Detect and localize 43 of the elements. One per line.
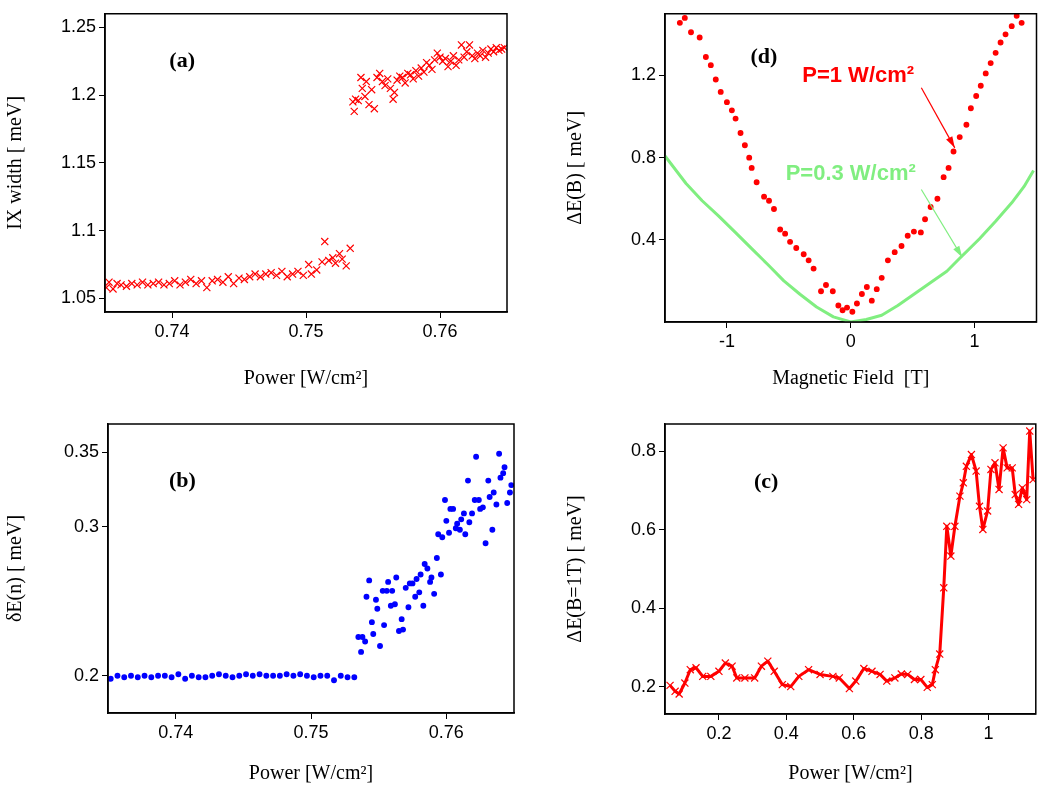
x-axis-title: Power [W/cm²] — [248, 761, 374, 784]
x-tick-label: 0.76 — [428, 721, 464, 742]
x-tick-label: 0 — [845, 330, 856, 351]
y-tick-label: 1.15 — [60, 151, 96, 172]
text: P=0.3 W/cm² — [785, 160, 916, 186]
x-tick-label: 0.2 — [706, 722, 732, 743]
y-tick-label: 0.3 — [73, 515, 99, 536]
x-tick-label: 0.75 — [293, 721, 329, 742]
y-tick-label: 0.4 — [630, 597, 656, 618]
y-axis-title: δE(n) [ meV] — [3, 514, 27, 623]
x-tick-label: 0.74 — [154, 320, 190, 341]
y-tick-label: 1.1 — [70, 219, 96, 240]
y-tick-label: 1.2 — [630, 64, 656, 85]
y-tick-label: 0.8 — [630, 440, 656, 461]
x-tick-label: 0.8 — [908, 722, 934, 743]
y-tick-label: 1.05 — [60, 287, 96, 308]
annotation: (a) — [169, 47, 195, 73]
x-tick-label: 0.74 — [158, 721, 194, 742]
x-tick-label: 0.76 — [422, 320, 458, 341]
x-tick-label: 0.4 — [773, 722, 799, 743]
y-tick-label: 0.6 — [630, 518, 656, 539]
x-axis-title: Power [W/cm²] — [243, 366, 369, 389]
y-axis-title: IX width [ meV] — [3, 95, 26, 230]
y-tick-label: 0.8 — [630, 146, 656, 167]
x-tick-label: 1 — [983, 722, 994, 743]
y-tick-label: 0.2 — [630, 675, 656, 696]
y-axis-title: ΔE(B=1T) [ meV] — [563, 495, 587, 643]
annotation: (b) — [168, 467, 196, 493]
y-tick-label: 1.2 — [70, 84, 96, 105]
x-tick-label: 0.6 — [841, 722, 867, 743]
y-axis-title: ΔE(B) [ meV] — [563, 110, 587, 225]
x-tick-label: 1 — [969, 330, 980, 351]
x-axis-title: Magnetic Field [T] — [772, 366, 930, 390]
y-tick-label: 0.4 — [630, 228, 656, 249]
annotation: (d) — [750, 42, 778, 68]
x-axis-title: Power [W/cm²] — [788, 761, 913, 784]
y-tick-label: 0.2 — [73, 664, 99, 685]
annotation: (c) — [753, 467, 779, 493]
x-tick-label: -1 — [718, 330, 735, 351]
x-tick-label: 0.75 — [288, 320, 324, 341]
y-tick-label: 1.25 — [60, 16, 96, 37]
y-tick-label: 0.35 — [63, 441, 99, 462]
text: P=1 W/cm² — [802, 61, 915, 87]
